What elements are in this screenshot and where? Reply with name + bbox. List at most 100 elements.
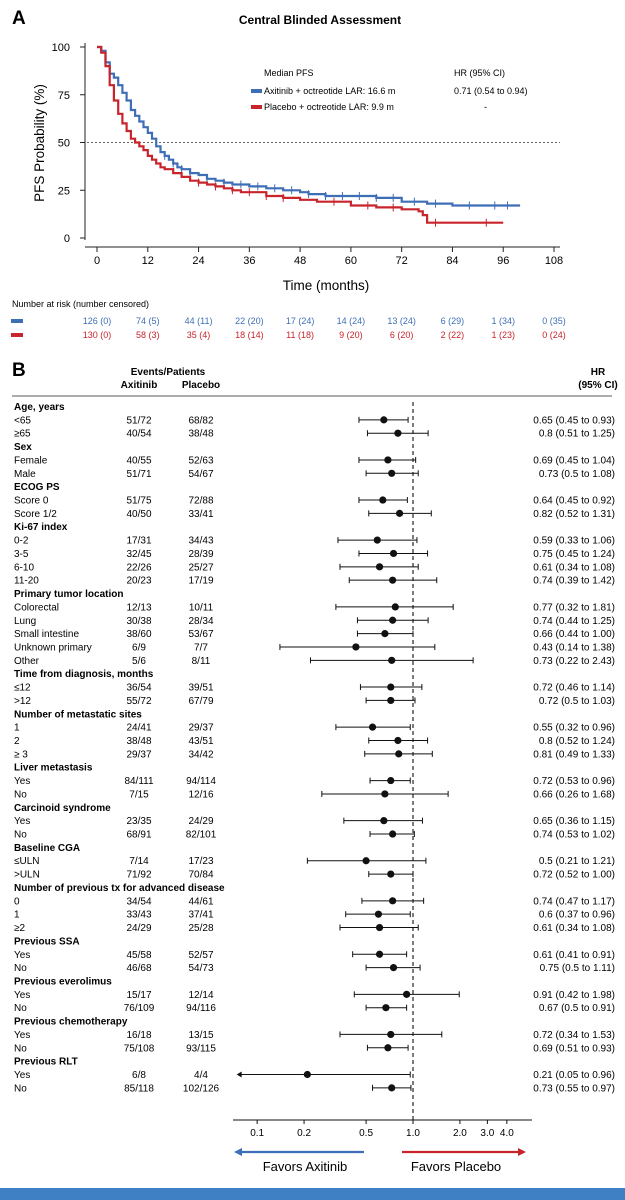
ci-arrow-left — [236, 1071, 242, 1078]
hr-ci-column-header: (95% CI) — [578, 380, 617, 391]
hr-point — [387, 683, 395, 691]
risk-swatch-placebo — [11, 333, 23, 337]
subgroup-row-label: No — [14, 963, 27, 974]
hr-point — [373, 536, 381, 544]
hr-ci-value: 0.81 (0.49 to 1.33) — [533, 749, 615, 760]
hr-point — [395, 509, 404, 517]
axitinib-events: 71/92 — [126, 870, 151, 881]
subgroup-row-label: ≤ULN — [14, 856, 40, 867]
x-tick-label: 72 — [396, 255, 408, 267]
hr-ci-value: 0.5 (0.21 to 1.21) — [539, 856, 615, 867]
hr-point — [389, 616, 397, 624]
placebo-events: 33/41 — [188, 509, 213, 520]
subgroup-title: Number of previous tx for advanced disea… — [14, 883, 225, 894]
hr-ci-value: 0.74 (0.39 to 1.42) — [533, 576, 615, 587]
panel-label-b: B — [12, 360, 26, 381]
x-tick-label: 84 — [446, 255, 458, 267]
hr-ci-value: 0.72 (0.5 to 1.03) — [539, 696, 615, 707]
favors-axitinib-label: Favors Axitinib — [263, 1159, 348, 1174]
favors-placebo-arrowhead — [518, 1148, 526, 1156]
subgroup-row-label: Male — [14, 469, 36, 480]
hr-point — [394, 736, 402, 745]
subgroup-title: Age, years — [14, 402, 65, 413]
placebo-events: 25/28 — [188, 923, 213, 934]
axitinib-events: 40/50 — [126, 509, 151, 520]
axitinib-events: 38/48 — [126, 736, 151, 747]
risk-value-placebo: 18 (14) — [235, 330, 264, 340]
placebo-events: 12/14 — [188, 990, 213, 1001]
panel-b-forest-plot: B Events/Patients Axitinib Placebo HR (95% CI… — [12, 360, 618, 1174]
placebo-events: 70/84 — [188, 870, 213, 881]
placebo-events: 82/101 — [186, 830, 217, 841]
axitinib-events: 55/72 — [126, 696, 151, 707]
hr-ci-value: 0.67 (0.5 to 0.91) — [539, 1003, 615, 1014]
hr-point — [375, 923, 384, 932]
subgroup-title: Previous RLT — [14, 1057, 78, 1068]
axitinib-events: 33/43 — [126, 910, 151, 921]
risk-value-axitinib: 74 (5) — [136, 316, 160, 326]
subgroup-row-label: >12 — [14, 696, 31, 707]
placebo-events: 67/79 — [188, 696, 213, 707]
axitinib-events: 68/91 — [126, 830, 151, 841]
hr-ci-value: 0.74 (0.47 to 1.17) — [533, 896, 615, 907]
forest-x-tick-label: 4.0 — [500, 1128, 514, 1139]
subgroup-title: Previous SSA — [14, 936, 80, 947]
subgroup-title: Primary tumor location — [14, 589, 123, 600]
hr-point — [384, 1044, 392, 1052]
axitinib-events: 24/41 — [126, 723, 151, 734]
subgroup-row-label: Unknown primary — [14, 642, 92, 653]
subgroup-row-label: No — [14, 789, 27, 800]
placebo-events: 34/43 — [188, 536, 213, 547]
hr-ci-value: 0.73 (0.5 to 1.08) — [539, 469, 615, 480]
placebo-events: 68/82 — [188, 415, 213, 426]
risk-value-placebo: 11 (18) — [286, 330, 314, 340]
subgroup-row-label: ≥2 — [14, 923, 25, 934]
risk-value-axitinib: 1 (34) — [491, 316, 515, 326]
hr-point — [387, 1030, 395, 1039]
hr-ci-value: 0.6 (0.37 to 0.96) — [539, 910, 615, 921]
forest-x-tick-label: 0.5 — [359, 1128, 373, 1139]
hr-point — [388, 469, 396, 477]
axitinib-events: 45/58 — [126, 950, 151, 961]
hr-ci-value: 0.72 (0.52 to 1.00) — [533, 870, 615, 881]
subgroup-row-label: Lung — [14, 616, 36, 627]
subgroup-row-label: Yes — [14, 1030, 30, 1041]
risk-value-axitinib: 14 (24) — [337, 316, 366, 326]
hr-ci-value: 0.73 (0.22 to 2.43) — [533, 656, 615, 667]
subgroup-title: Sex — [14, 442, 32, 453]
hr-point — [381, 630, 389, 638]
forest-x-tick-label: 1.0 — [406, 1128, 420, 1139]
forest-x-tick-label: 0.1 — [250, 1128, 264, 1139]
subgroup-title: Baseline CGA — [14, 843, 80, 854]
y-tick-label: 100 — [52, 42, 70, 54]
x-tick-label: 36 — [243, 255, 255, 267]
axitinib-events: 29/37 — [126, 749, 151, 760]
axitinib-events: 7/14 — [129, 856, 149, 867]
hr-ci-value: 0.61 (0.41 to 0.91) — [533, 950, 615, 961]
axitinib-events: 34/54 — [126, 896, 151, 907]
hr-ci-value: 0.66 (0.44 to 1.00) — [533, 629, 615, 640]
risk-value-axitinib: 17 (24) — [286, 316, 315, 326]
subgroup-row-label: 3-5 — [14, 549, 29, 560]
hr-point — [379, 496, 387, 504]
hr-column-header: HR — [591, 367, 606, 378]
hr-ci-value: 0.69 (0.51 to 0.93) — [533, 1043, 615, 1054]
legend-swatch-placebo — [251, 105, 262, 109]
hr-ci-value: 0.72 (0.46 to 1.14) — [533, 683, 615, 694]
hr-ci-value: 0.55 (0.32 to 0.96) — [533, 723, 615, 734]
legend-hr-axitinib: 0.71 (0.54 to 0.94) — [454, 86, 528, 96]
subgroup-row-label: Yes — [14, 816, 30, 827]
axitinib-events: 30/38 — [126, 616, 151, 627]
hr-point — [388, 656, 396, 664]
subgroup-row-label: Small intestine — [14, 629, 79, 640]
subgroup-row-label: Score 1/2 — [14, 509, 57, 520]
hr-ci-value: 0.8 (0.51 to 1.25) — [539, 429, 615, 440]
x-tick-label: 48 — [294, 255, 306, 267]
risk-value-placebo: 35 (4) — [187, 330, 211, 340]
risk-value-axitinib: 126 (0) — [83, 316, 112, 326]
subgroup-row-label: ≥ 3 — [14, 749, 28, 760]
hr-ci-value: 0.72 (0.53 to 0.96) — [533, 776, 615, 787]
placebo-column-header: Placebo — [182, 380, 220, 391]
hr-point — [352, 643, 360, 651]
placebo-events: 54/73 — [188, 963, 213, 974]
